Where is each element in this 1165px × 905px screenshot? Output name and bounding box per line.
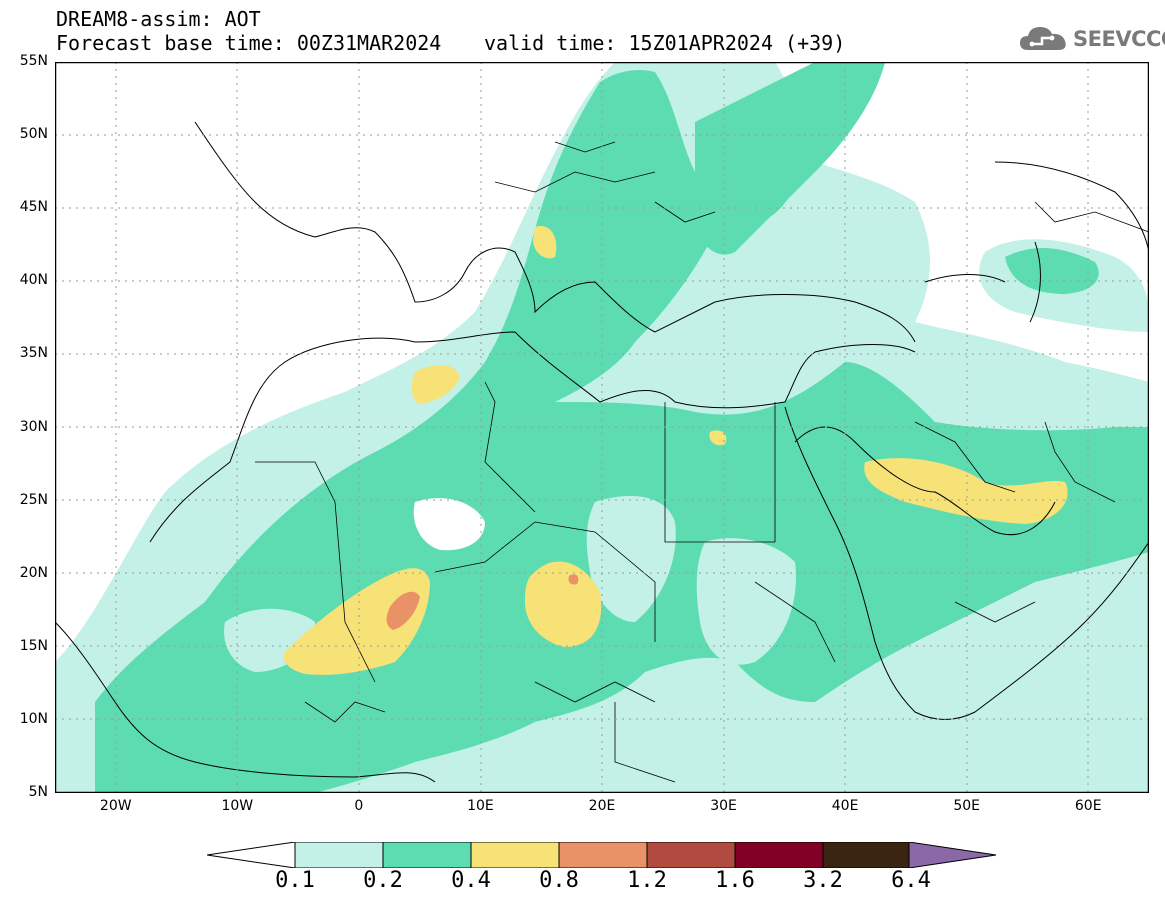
colorbar-box: [734, 842, 824, 868]
lon-label: 20W: [99, 798, 132, 814]
lat-label: 5N: [28, 784, 48, 800]
lon-label: 0: [354, 798, 364, 814]
colorbar: [207, 842, 997, 868]
aot-band-0.8: [568, 574, 579, 585]
aot-band-0.8: [386, 591, 420, 630]
lat-label: 25N: [19, 491, 48, 508]
lat-label: 10N: [19, 710, 48, 727]
lon-label: 10W: [221, 798, 254, 814]
aot-band-0.4: [709, 430, 727, 446]
colorbar-under: [207, 842, 296, 868]
colorbar-label: 0.4: [451, 868, 491, 893]
lat-label: 15N: [19, 637, 48, 654]
lat-label: 45N: [19, 199, 48, 216]
aot-band-0.1: [413, 498, 485, 551]
lat-label: 30N: [19, 418, 48, 435]
lon-label: 20E: [588, 798, 616, 814]
lat-label: 50N: [19, 126, 48, 143]
lon-label: 40E: [831, 798, 859, 814]
lat-label: 55N: [19, 53, 48, 69]
colorbar-label: 1.2: [627, 868, 667, 893]
lat-label: 20N: [19, 564, 48, 581]
colorbar-box: [382, 842, 472, 868]
colorbar-label: 6.4: [891, 868, 931, 893]
aot-map: [55, 62, 1149, 793]
colorbar-label: 3.2: [803, 868, 843, 893]
lon-label: 60E: [1074, 798, 1102, 814]
lon-label: 50E: [953, 798, 980, 814]
aot-band-0.1: [586, 496, 676, 622]
lon-label: 10E: [467, 798, 494, 814]
colorbar-label: 0.8: [539, 868, 579, 893]
aot-band-0.4: [864, 458, 1068, 524]
colorbar-label: 0.1: [275, 868, 315, 893]
coastlines: [55, 121, 1149, 783]
lon-label: 30E: [710, 798, 737, 814]
colorbar-label: 0.2: [363, 868, 403, 893]
cloud-logo-icon: [1020, 27, 1066, 50]
logo-text: SEEVCCC: [1073, 27, 1165, 51]
title-valid-time: valid time: 15Z01APR2024 (+39): [484, 31, 846, 55]
lat-label: 40N: [19, 272, 48, 289]
graticule: [55, 62, 1149, 793]
colorbar-box: [558, 842, 648, 868]
map-frame: [55, 62, 1149, 793]
title-product: DREAM8-assim: AOT: [56, 7, 261, 31]
aot-band-0.4: [283, 568, 430, 675]
aot-band-0.4: [533, 226, 557, 259]
colorbar-box: [822, 842, 910, 868]
borders: [255, 141, 1149, 783]
seevccc-logo: SEEVCCC: [1018, 22, 1165, 56]
colorbar-box: [646, 842, 736, 868]
colorbar-box: [294, 842, 384, 868]
aot-band-0.2: [695, 62, 885, 255]
aot-band-0.4: [525, 561, 602, 647]
colorbar-over: [908, 842, 997, 868]
aot-band-0.1: [696, 538, 796, 665]
lat-label: 35N: [19, 345, 48, 362]
colorbar-box: [470, 842, 560, 868]
colorbar-label: 1.6: [715, 868, 755, 893]
aot-band-0.2: [1005, 247, 1099, 294]
title-base-time: Forecast base time: 00Z31MAR2024: [56, 31, 442, 55]
aot-band-0.4: [411, 365, 460, 404]
